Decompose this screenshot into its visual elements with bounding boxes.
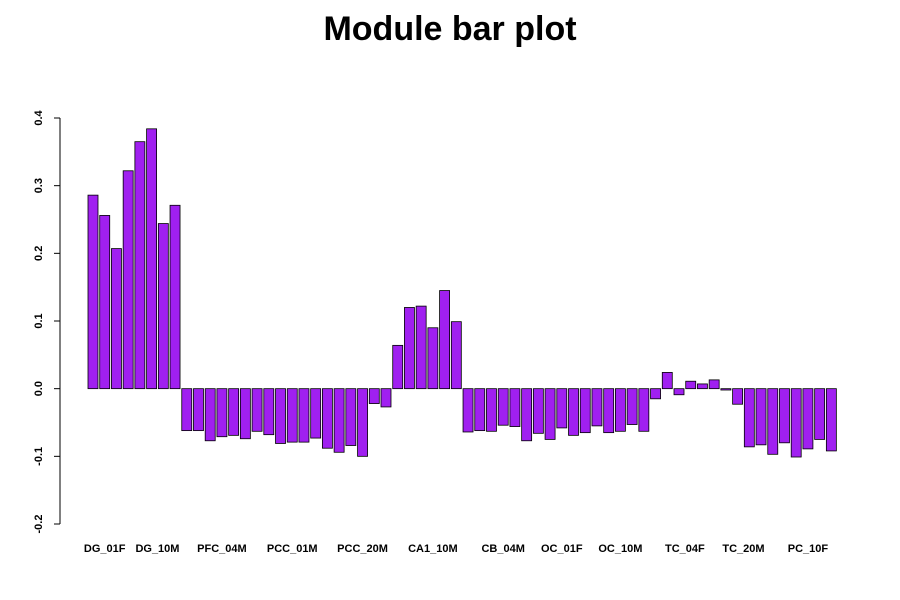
x-tick-label: PCC_20M: [337, 543, 388, 555]
bar: [509, 388, 521, 427]
bar: [275, 388, 286, 444]
x-tick-label: DG_01F: [84, 543, 126, 555]
bar: [767, 388, 779, 455]
bar: [825, 388, 837, 452]
bar: [755, 388, 767, 446]
x-tick-label: PC_10F: [788, 543, 829, 555]
bar: [615, 388, 626, 432]
x-tick-label: PCC_01M: [267, 543, 318, 555]
bar: [497, 388, 509, 426]
bar: [122, 170, 134, 390]
bar: [697, 383, 708, 390]
bar: [474, 388, 486, 432]
bar: [568, 388, 579, 436]
bar: [685, 380, 697, 390]
bar: [486, 388, 497, 432]
bar: [368, 388, 380, 404]
bar: [802, 388, 814, 450]
bar: [556, 388, 568, 429]
x-tick-label: OC_01F: [541, 543, 583, 555]
bar: [251, 388, 263, 432]
bar: [544, 388, 556, 440]
bar: [181, 388, 193, 432]
bar: [134, 141, 146, 390]
bar: [216, 388, 228, 438]
y-tick-label: 0.0: [33, 381, 45, 396]
bar: [193, 388, 204, 432]
bar: [603, 388, 615, 434]
x-axis-labels: DG_01F DG_10M PFC_04M PCC_01M PCC_20M CA1_10M…: [84, 543, 828, 555]
bar: [814, 388, 826, 440]
bar: [228, 388, 240, 436]
bar: [157, 223, 169, 390]
bar: [415, 305, 427, 390]
x-tick-label: CB_04M: [481, 543, 524, 555]
bar: [169, 204, 181, 390]
bar: [673, 388, 685, 396]
y-tick-label: 0.1: [33, 313, 45, 328]
bar: [790, 388, 802, 458]
bar: [404, 307, 415, 390]
x-tick-label: OC_10M: [598, 543, 642, 555]
bar: [321, 388, 333, 449]
bar: [380, 388, 392, 408]
y-tick-label: -0.2: [33, 515, 45, 534]
x-tick-label: TC_20M: [722, 543, 764, 555]
bar: [345, 388, 357, 446]
x-tick-label: PFC_04M: [197, 543, 247, 555]
bars: [87, 128, 837, 458]
bar: [462, 388, 474, 433]
bar: [298, 388, 310, 443]
bar: [732, 388, 743, 405]
bar: [392, 344, 404, 390]
y-tick-label: 0.4: [33, 109, 45, 125]
bar: [204, 388, 216, 442]
x-tick-label: DG_10M: [135, 543, 179, 555]
y-tick-label: 0.3: [33, 178, 45, 193]
bar: [579, 388, 591, 434]
bar: [439, 290, 451, 390]
bar: [626, 388, 638, 425]
bar: [450, 321, 462, 390]
bar: [263, 388, 275, 436]
bar: [661, 372, 673, 390]
bar: [720, 388, 732, 391]
bar: [286, 388, 298, 443]
bar: [111, 248, 122, 390]
bar: [357, 388, 368, 457]
chart-title: Module bar plot: [323, 10, 577, 48]
bar: [532, 388, 544, 434]
bar: [743, 388, 755, 448]
bar: [427, 327, 439, 390]
bar: [779, 388, 790, 444]
bar: [333, 388, 345, 453]
y-tick-label: -0.1: [33, 447, 45, 466]
bar: [99, 215, 111, 390]
bar: [87, 194, 99, 390]
bar: [310, 388, 322, 439]
y-tick-label: 0.2: [33, 246, 45, 261]
bar: [591, 388, 603, 427]
bar: [521, 388, 533, 442]
bar: [146, 128, 158, 390]
bar: [650, 388, 661, 400]
bar: [638, 388, 650, 432]
bar: [239, 388, 251, 440]
bar: [708, 379, 720, 390]
x-tick-label: TC_04F: [665, 543, 705, 555]
x-tick-label: CA1_10M: [408, 543, 458, 555]
y-axis: -0.2 -0.1 0.0 0.1 0.2 0.3 0.4: [33, 109, 61, 534]
